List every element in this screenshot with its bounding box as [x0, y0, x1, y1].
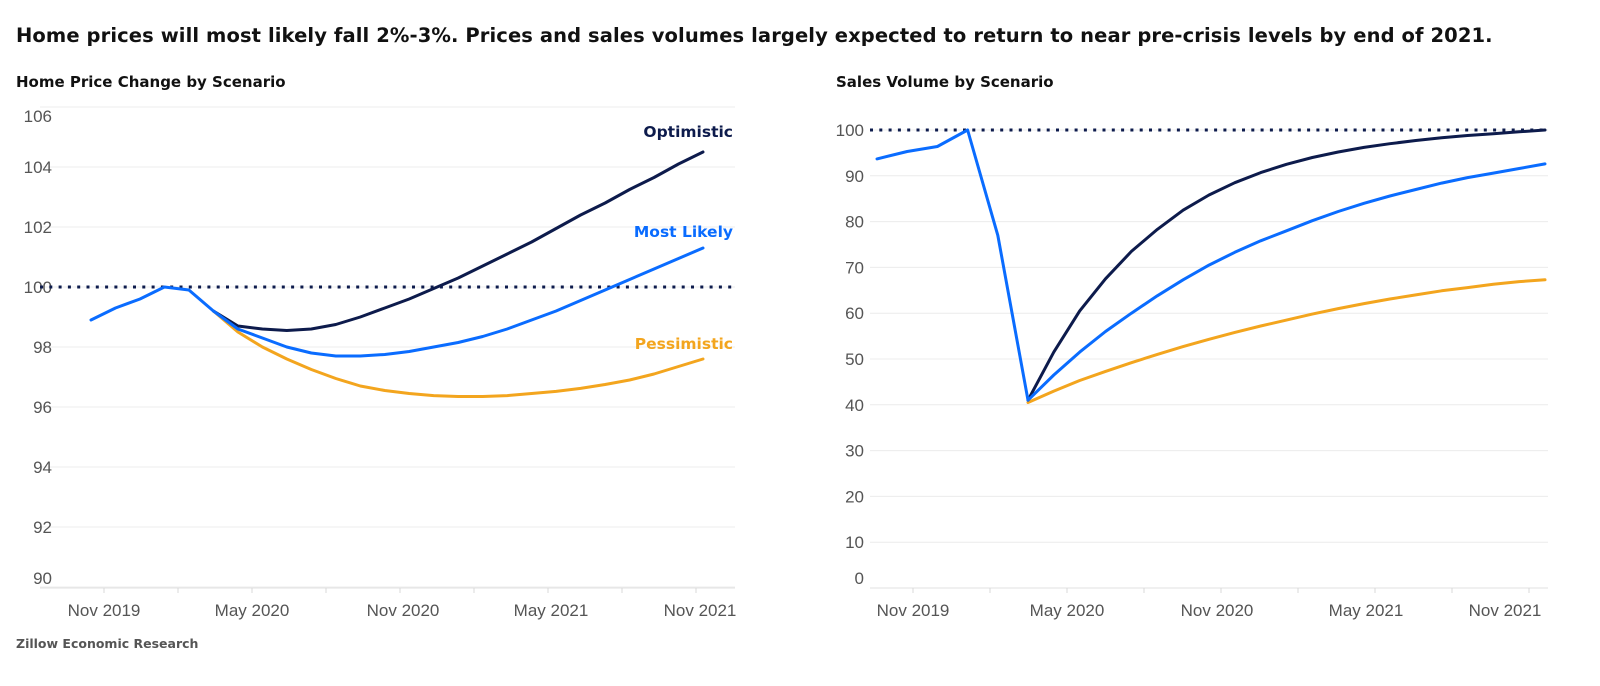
x-tick-label: Nov 2019 — [68, 601, 141, 620]
y-tick-label: 50 — [845, 350, 864, 369]
x-tick-label: Nov 2020 — [1181, 601, 1254, 620]
series-label-optimistic: Optimistic — [643, 123, 733, 141]
series-line-most-likely — [89, 246, 705, 358]
y-tick-label: 96 — [33, 398, 52, 417]
y-tick-label: 30 — [845, 442, 864, 461]
y-tick-label: 100 — [24, 278, 52, 297]
x-tick-label: Nov 2019 — [877, 601, 950, 620]
y-tick-label: 80 — [845, 213, 864, 232]
x-tick-label: May 2020 — [215, 601, 290, 620]
source-footer: Zillow Economic Research — [16, 636, 199, 651]
y-tick-label: 90 — [845, 167, 864, 186]
x-tick-label: Nov 2021 — [1469, 601, 1542, 620]
y-tick-label: 98 — [33, 338, 52, 357]
y-tick-label: 20 — [845, 487, 864, 506]
series-label-pessimistic: Pessimistic — [635, 335, 733, 353]
y-tick-label: 106 — [24, 107, 52, 126]
y-tick-label: 92 — [33, 518, 52, 537]
series-line-optimistic — [211, 150, 705, 332]
left-chart-title: Home Price Change by Scenario — [16, 73, 286, 91]
headline: Home prices will most likely fall 2%-3%.… — [16, 24, 1493, 47]
y-tick-label: 100 — [836, 121, 864, 140]
y-tick-label: 102 — [24, 218, 52, 237]
x-tick-label: Nov 2020 — [367, 601, 440, 620]
y-tick-label: 90 — [33, 569, 52, 588]
x-tick-label: May 2020 — [1030, 601, 1105, 620]
y-tick-label: 94 — [33, 458, 52, 477]
series-line-pessimistic — [1026, 278, 1547, 404]
y-tick-label: 10 — [845, 533, 864, 552]
x-tick-label: May 2021 — [1329, 601, 1404, 620]
x-tick-label: May 2021 — [514, 601, 589, 620]
y-tick-label: 70 — [845, 258, 864, 277]
series-line-optimistic — [1026, 128, 1547, 402]
series-line-most-likely — [875, 128, 1547, 402]
right-chart-title: Sales Volume by Scenario — [836, 73, 1054, 91]
y-tick-label: 40 — [845, 396, 864, 415]
series-label-most-likely: Most Likely — [634, 223, 733, 241]
x-tick-label: Nov 2021 — [664, 601, 737, 620]
y-tick-label: 104 — [24, 158, 52, 177]
series-line-pessimistic — [211, 309, 705, 398]
y-tick-label: 60 — [845, 304, 864, 323]
y-tick-label: 0 — [855, 569, 864, 588]
